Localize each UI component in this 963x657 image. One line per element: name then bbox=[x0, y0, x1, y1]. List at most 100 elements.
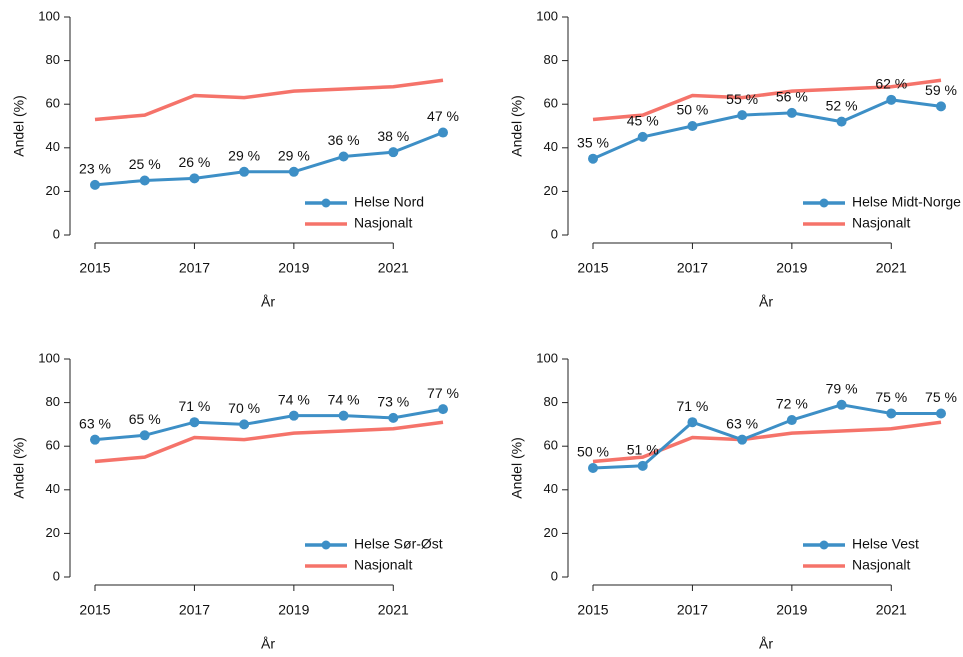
value-label: 47 % bbox=[427, 108, 459, 124]
value-label: 35 % bbox=[577, 134, 609, 150]
y-axis-label: Andel (%) bbox=[11, 95, 27, 156]
value-label: 56 % bbox=[776, 89, 808, 105]
x-tick-label: 2019 bbox=[278, 602, 309, 618]
series-line bbox=[592, 420, 942, 464]
value-label: 25 % bbox=[129, 156, 161, 172]
y-axis-label: Andel (%) bbox=[11, 437, 27, 498]
series-line bbox=[592, 403, 941, 470]
point bbox=[438, 127, 448, 138]
value-label: 63 % bbox=[79, 415, 111, 431]
x-tick-label: 2021 bbox=[876, 260, 907, 276]
value-label: 75 % bbox=[875, 389, 907, 405]
x-tick-label: 2019 bbox=[776, 260, 807, 276]
legend-label: Nasjonalt bbox=[852, 215, 910, 231]
value-label: 65 % bbox=[129, 411, 161, 427]
value-label: 45 % bbox=[627, 113, 659, 129]
point bbox=[338, 410, 349, 421]
value-label: 73 % bbox=[377, 394, 409, 410]
legend-marker bbox=[321, 540, 331, 550]
y-tick-label: 80 bbox=[544, 52, 558, 67]
y-tick-label: 100 bbox=[38, 8, 60, 23]
value-label: 36 % bbox=[328, 132, 360, 148]
legend-label: Helse Vest bbox=[852, 536, 919, 552]
y-tick-label: 0 bbox=[551, 226, 558, 241]
x-tick-label: 2019 bbox=[278, 260, 309, 276]
value-label: 38 % bbox=[377, 128, 409, 144]
y-tick-label: 60 bbox=[544, 96, 558, 111]
point bbox=[737, 434, 748, 445]
series-line bbox=[94, 420, 444, 464]
legend-label: Nasjonalt bbox=[354, 557, 412, 573]
value-label: 74 % bbox=[328, 391, 360, 407]
value-label: 26 % bbox=[178, 154, 210, 170]
series-line bbox=[94, 131, 444, 187]
value-label: 71 % bbox=[676, 398, 708, 414]
y-tick-label: 80 bbox=[46, 52, 60, 67]
x-tick-label: 2015 bbox=[577, 260, 608, 276]
point bbox=[836, 116, 847, 127]
point bbox=[288, 166, 299, 177]
point bbox=[786, 415, 797, 426]
x-tick-label: 2017 bbox=[677, 260, 708, 276]
legend-label: Helse Sør-Øst bbox=[354, 536, 443, 552]
x-tick-label: 2017 bbox=[179, 602, 210, 618]
point bbox=[687, 121, 698, 131]
value-label: 63 % bbox=[726, 415, 758, 431]
point bbox=[239, 419, 250, 430]
value-label: 62 % bbox=[875, 76, 907, 92]
point bbox=[139, 430, 150, 441]
y-tick-label: 20 bbox=[46, 183, 60, 198]
point bbox=[588, 463, 598, 473]
value-label: 29 % bbox=[228, 147, 260, 163]
point bbox=[836, 399, 847, 410]
x-axis-label: År bbox=[759, 636, 773, 652]
point bbox=[438, 404, 448, 415]
value-label: 72 % bbox=[776, 396, 808, 412]
value-label: 50 % bbox=[676, 102, 708, 118]
value-label: 51 % bbox=[627, 442, 659, 458]
point bbox=[886, 94, 897, 105]
point bbox=[139, 175, 150, 186]
y-tick-label: 60 bbox=[544, 438, 558, 453]
y-tick-label: 100 bbox=[536, 350, 558, 365]
point bbox=[90, 179, 100, 190]
x-axis-label: År bbox=[261, 636, 275, 652]
y-tick-label: 80 bbox=[46, 394, 60, 409]
point bbox=[637, 460, 648, 471]
x-tick-label: 2021 bbox=[378, 260, 409, 276]
y-tick-label: 60 bbox=[46, 438, 60, 453]
point bbox=[936, 408, 946, 419]
series-line bbox=[592, 78, 942, 122]
x-tick-label: 2015 bbox=[577, 602, 608, 618]
y-axis-label: Andel (%) bbox=[509, 95, 525, 156]
legend-marker bbox=[321, 198, 331, 208]
x-tick-label: 2017 bbox=[677, 602, 708, 618]
y-tick-label: 0 bbox=[551, 568, 558, 583]
value-label: 71 % bbox=[178, 398, 210, 414]
series-line bbox=[94, 78, 444, 122]
value-label: 55 % bbox=[726, 91, 758, 107]
value-label: 50 % bbox=[577, 444, 609, 460]
x-tick-label: 2017 bbox=[179, 260, 210, 276]
x-tick-label: 2015 bbox=[79, 602, 110, 618]
x-axis-label: År bbox=[759, 294, 773, 310]
value-label: 79 % bbox=[826, 380, 858, 396]
y-tick-label: 100 bbox=[38, 350, 60, 365]
value-label: 52 % bbox=[826, 97, 858, 113]
y-tick-label: 60 bbox=[46, 96, 60, 111]
value-label: 74 % bbox=[278, 391, 310, 407]
point bbox=[388, 412, 399, 423]
y-axis-label: Andel (%) bbox=[509, 437, 525, 498]
value-label: 23 % bbox=[79, 161, 111, 177]
value-label: 70 % bbox=[228, 400, 260, 416]
point bbox=[886, 408, 897, 419]
y-tick-label: 40 bbox=[544, 139, 558, 154]
value-label: 77 % bbox=[427, 385, 459, 401]
point bbox=[338, 151, 349, 162]
y-tick-label: 40 bbox=[544, 481, 558, 496]
y-tick-label: 100 bbox=[536, 8, 558, 23]
legend-label: Helse Nord bbox=[354, 194, 424, 210]
x-tick-label: 2019 bbox=[776, 602, 807, 618]
point bbox=[288, 410, 299, 421]
